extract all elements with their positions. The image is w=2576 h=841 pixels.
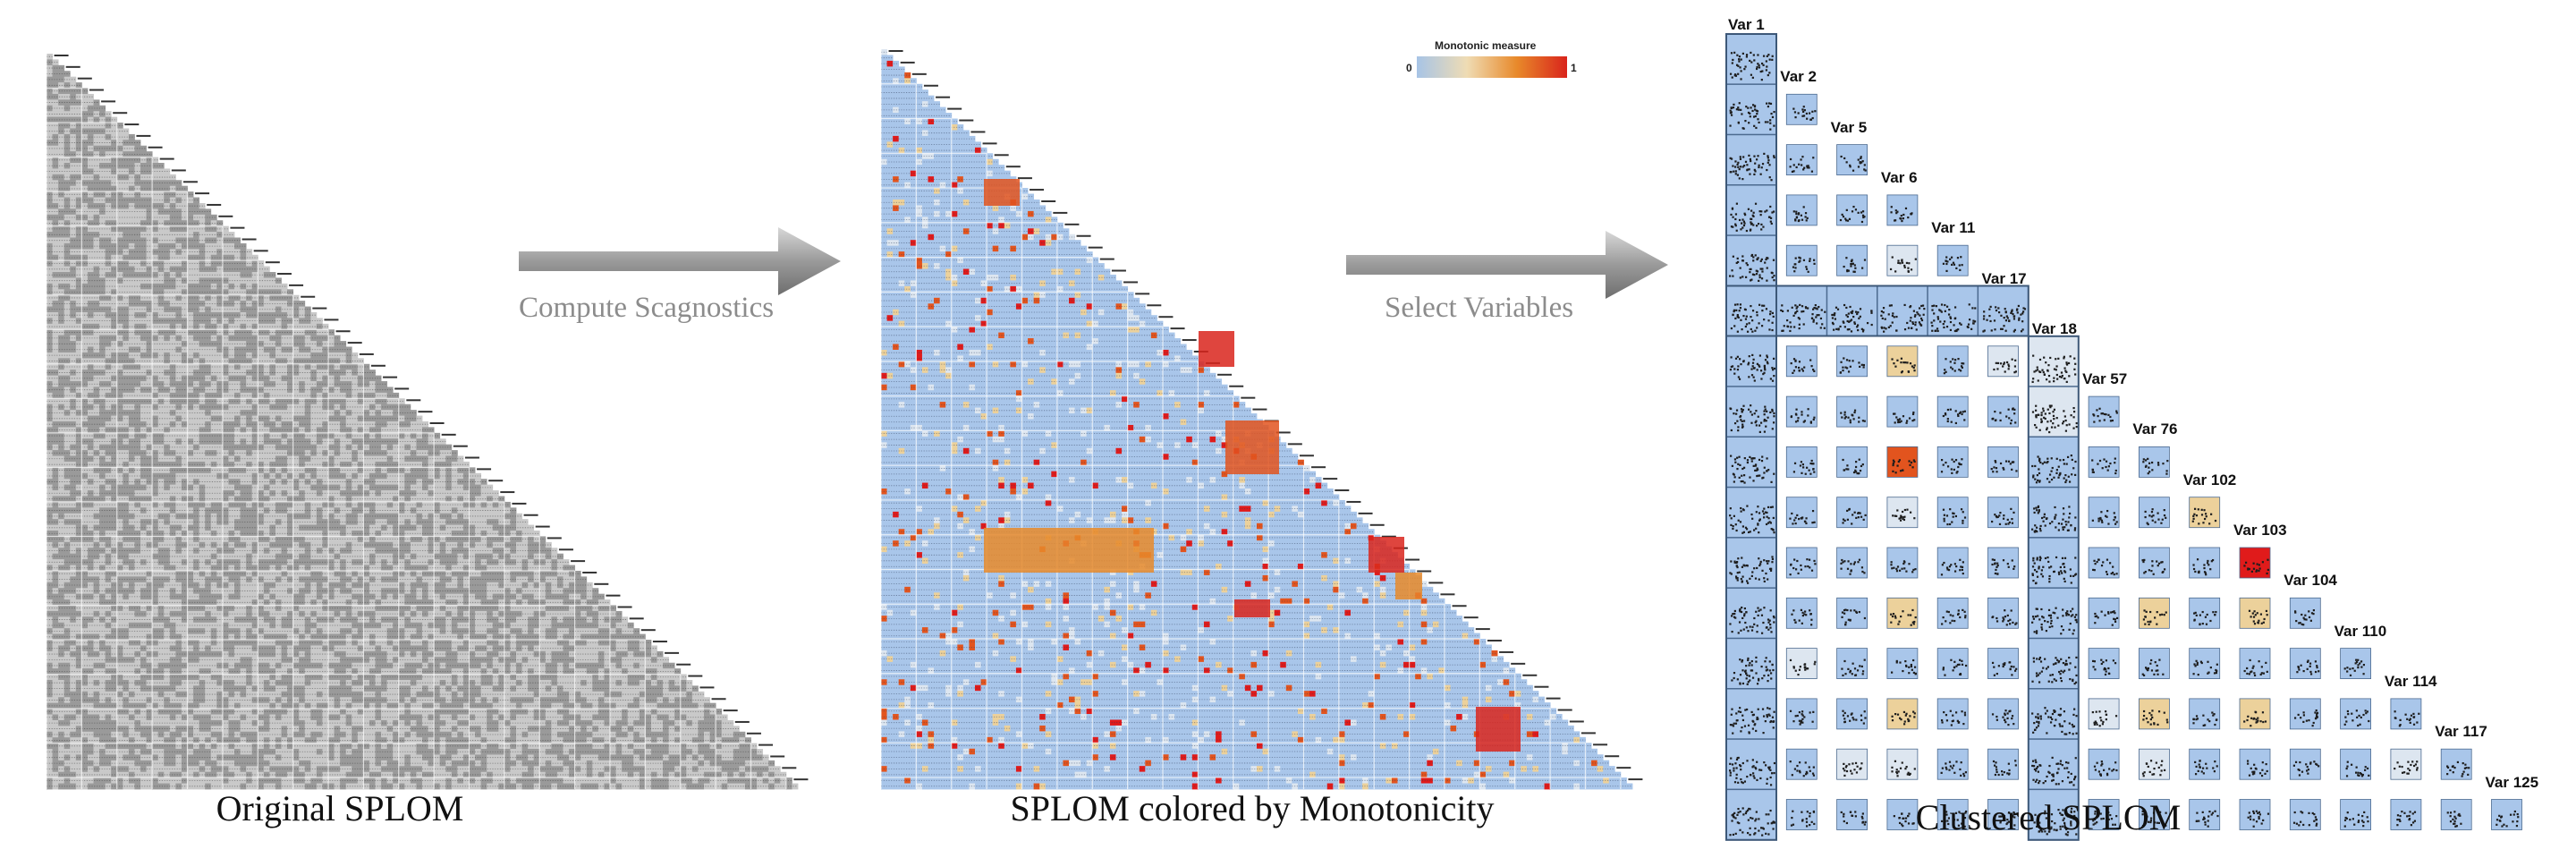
splom-cell <box>2088 648 2120 679</box>
splom-cell <box>2028 436 2080 488</box>
splom-cell <box>2138 497 2170 529</box>
variable-label: Var 110 <box>2334 623 2387 641</box>
variable-label: Var 5 <box>1831 119 1868 137</box>
splom-cell <box>1785 648 1818 679</box>
legend-min: 0 <box>1406 62 1412 74</box>
matrix-texture <box>47 55 798 787</box>
splom-cell <box>1785 547 1818 579</box>
splom-cell <box>2239 547 2271 579</box>
matrix-gridlines <box>46 54 787 789</box>
splom-cell <box>1836 497 1868 529</box>
matrix-diagonal-labels <box>888 50 1643 781</box>
splom-cell <box>1886 648 1919 679</box>
clustered-cells <box>1725 33 2522 841</box>
splom-cell <box>1886 497 1919 529</box>
splom-cell <box>1785 345 1818 378</box>
caption-original-splom: Original SPLOM <box>161 787 519 829</box>
splom-cell <box>1987 345 2019 378</box>
splom-cell <box>2138 597 2170 629</box>
legend-title: Monotonic measure <box>1435 39 1536 52</box>
arrow-label-compute: Compute Scagnostics <box>519 292 774 325</box>
splom-cell <box>1987 395 2019 428</box>
splom-cell <box>2028 537 2080 589</box>
monotonic-highlight-blocks <box>984 179 1521 752</box>
variable-label: Var 103 <box>2233 522 2287 539</box>
splom-cell <box>1886 244 1919 276</box>
variable-label: Var 104 <box>2284 572 2337 590</box>
caption-colored-splom: SPLOM colored by Monotonicity <box>966 787 1538 829</box>
variable-label: Var 114 <box>2385 673 2437 691</box>
variable-label: Var 125 <box>2486 774 2539 792</box>
splom-cell <box>1725 234 1777 286</box>
variable-label: Var 18 <box>2032 320 2077 338</box>
arrow-select <box>1346 231 1668 299</box>
variable-label: Var 11 <box>1931 219 1975 237</box>
splom-cell <box>1836 395 1868 428</box>
splom-cell <box>1836 194 1868 226</box>
caption-clustered-splom: Clustered SPLOM <box>1860 796 2236 838</box>
variable-label: Var 6 <box>1881 169 1918 187</box>
variable-label: Var 76 <box>2132 420 2177 438</box>
variable-label: Var 117 <box>2435 723 2487 741</box>
variable-label: Var 57 <box>2082 370 2127 388</box>
splom-cell <box>1936 244 1969 276</box>
splom-cell <box>1936 345 1969 378</box>
splom-cell <box>1927 285 1979 337</box>
splom-cell <box>1725 487 1777 539</box>
arrow-label-select: Select Variables <box>1385 292 1573 325</box>
splom-cell <box>1987 547 2019 579</box>
matrix-diagonal-labels <box>54 55 809 781</box>
legend-colorbar <box>1417 56 1567 78</box>
splom-cell <box>1886 395 1919 428</box>
splom-cell <box>2189 497 2221 529</box>
variable-label: Var 1 <box>1728 16 1765 34</box>
splom-cell <box>1936 648 1969 679</box>
variable-label: Var 17 <box>1982 270 2027 288</box>
splom-cell <box>1836 144 1868 176</box>
legend-max: 1 <box>1571 62 1577 74</box>
arrow-compute <box>519 227 841 295</box>
variable-label: Var 2 <box>1780 68 1817 86</box>
splom-cell <box>1785 244 1818 276</box>
splom-cell <box>1836 446 1868 478</box>
variable-label: Var 102 <box>2183 471 2237 489</box>
